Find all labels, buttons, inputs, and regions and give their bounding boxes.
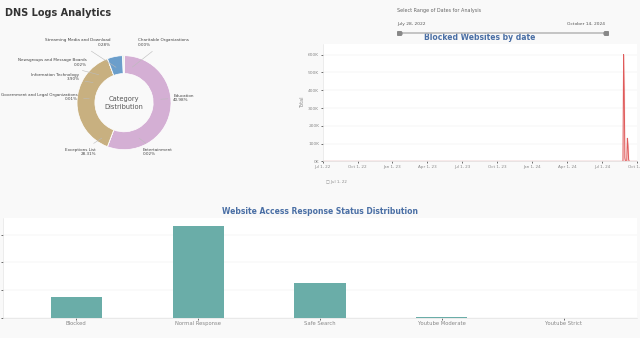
Text: Newsgroups and Message Boards
0.02%: Newsgroups and Message Boards 0.02% [18,58,99,75]
Text: Streaming Media and Download
0.28%: Streaming Media and Download 0.28% [45,38,116,67]
Wedge shape [108,130,114,147]
Wedge shape [108,56,124,75]
Wedge shape [108,59,114,75]
Text: Category
Distribution: Category Distribution [104,96,143,110]
Text: Exceptions List
28.31%: Exceptions List 28.31% [65,138,102,156]
Text: Select Range of Dates for Analysis: Select Range of Dates for Analysis [397,8,481,14]
Text: □ Jul 1, 22: □ Jul 1, 22 [326,179,347,184]
Bar [294,283,346,318]
Text: Education
40.98%: Education 40.98% [161,94,194,102]
Y-axis label: Total: Total [300,97,305,108]
Text: July 28, 2022: July 28, 2022 [397,22,426,26]
Bar [51,297,102,318]
Wedge shape [77,59,114,147]
Title: Blocked Websites by date: Blocked Websites by date [424,33,536,42]
Wedge shape [123,56,124,74]
Text: October 14, 2024: October 14, 2024 [567,22,605,26]
Title: Website Access Response Status Distribution: Website Access Response Status Distribut… [222,207,418,216]
Text: Information Technology
3.90%: Information Technology 3.90% [31,73,93,82]
Bar [173,226,224,318]
Text: DNS Logs Analytics: DNS Logs Analytics [5,8,111,19]
Text: Entertainment
0.02%: Entertainment 0.02% [139,138,173,156]
Wedge shape [108,56,171,150]
Text: Charitable Organizations
0.00%: Charitable Organizations 0.00% [132,38,189,67]
Text: Government and Legal Organizations
0.01%: Government and Legal Organizations 0.01% [1,93,90,101]
